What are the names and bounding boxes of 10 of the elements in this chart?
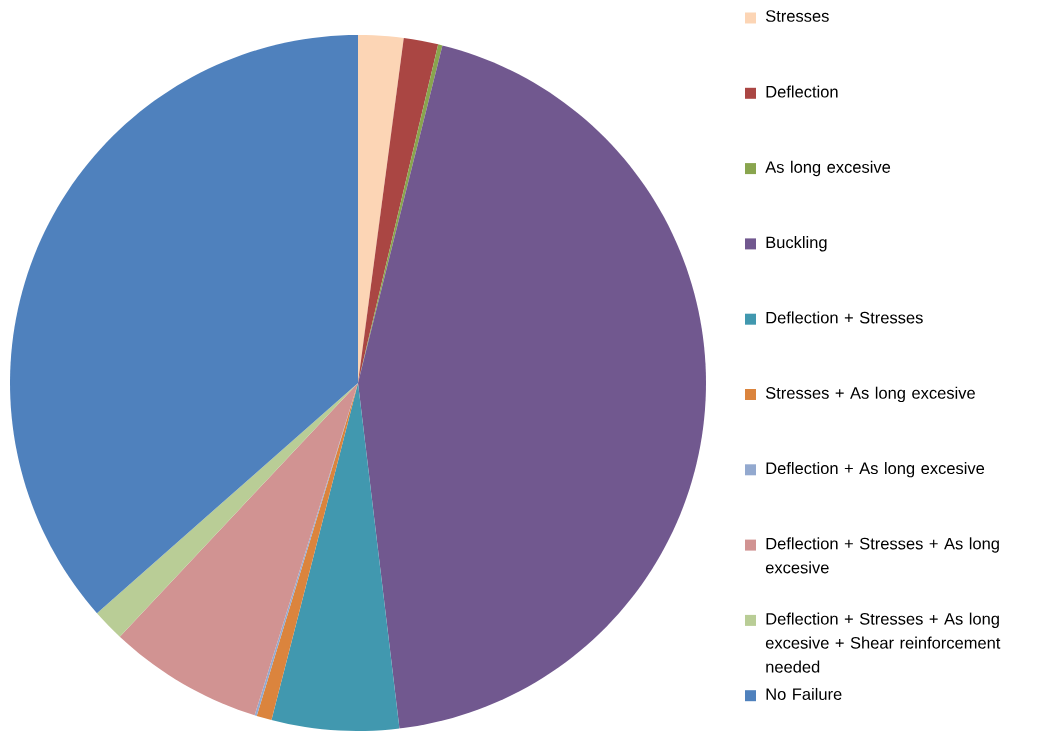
legend-label: No Failure xyxy=(766,687,842,701)
legend-label: Deflection + As long excesive xyxy=(766,462,985,478)
legend-label: As long excesive xyxy=(765,160,891,177)
legend-label: Deflection + Stresses xyxy=(766,311,923,324)
legend-label: Deflection xyxy=(766,85,838,98)
legend-label: Stresses + As long excesive xyxy=(765,386,975,403)
legend-label: Buckling xyxy=(766,236,827,252)
legend-label: Deflection + Stresses + As long excesive xyxy=(765,537,999,574)
legend-label: Stresses xyxy=(765,10,829,22)
legend-label: Deflection + Stresses + As long excesive + Shear reinforcement needed xyxy=(765,612,1001,673)
